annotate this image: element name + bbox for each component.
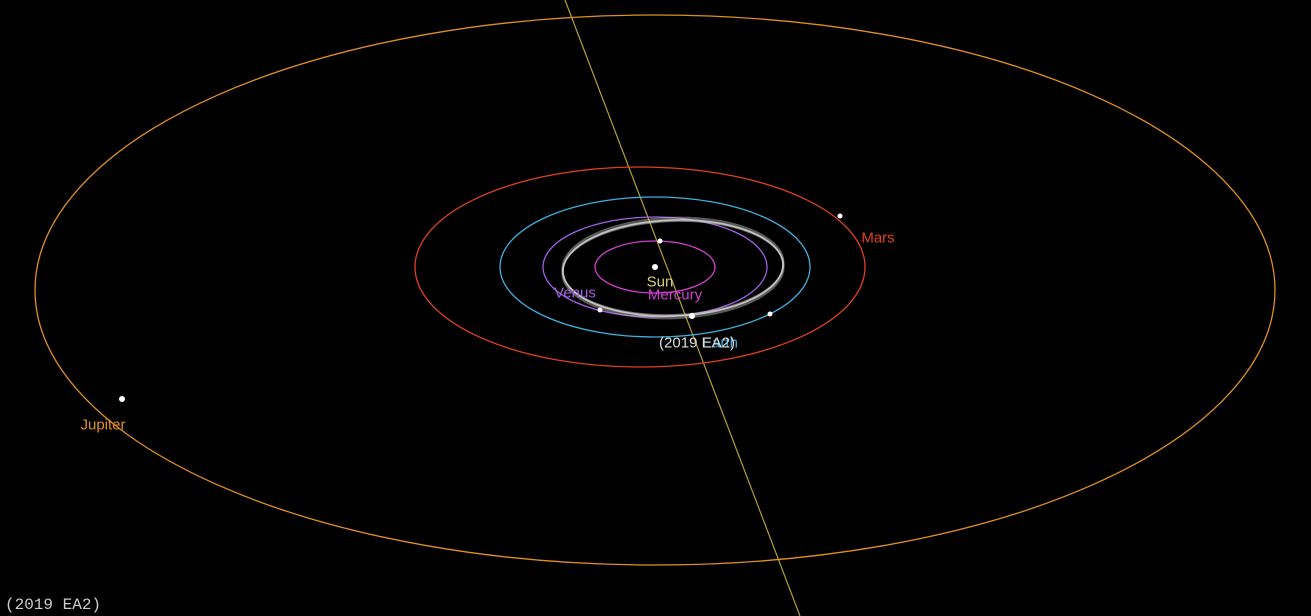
orbit-svg xyxy=(0,0,1311,616)
marker-earth xyxy=(768,312,773,317)
marker-jupiter xyxy=(119,396,125,402)
footer-object-id: (2019 EA2) xyxy=(5,596,101,614)
sun-marker xyxy=(652,264,658,270)
marker-mars xyxy=(838,214,843,219)
marker-mercury xyxy=(658,239,663,244)
marker-asteroid xyxy=(689,313,695,319)
marker-venus xyxy=(598,308,603,313)
orbit-diagram[interactable]: SunMercuryVenusEarthMarsJupiter(2019 EA2… xyxy=(0,0,1311,616)
